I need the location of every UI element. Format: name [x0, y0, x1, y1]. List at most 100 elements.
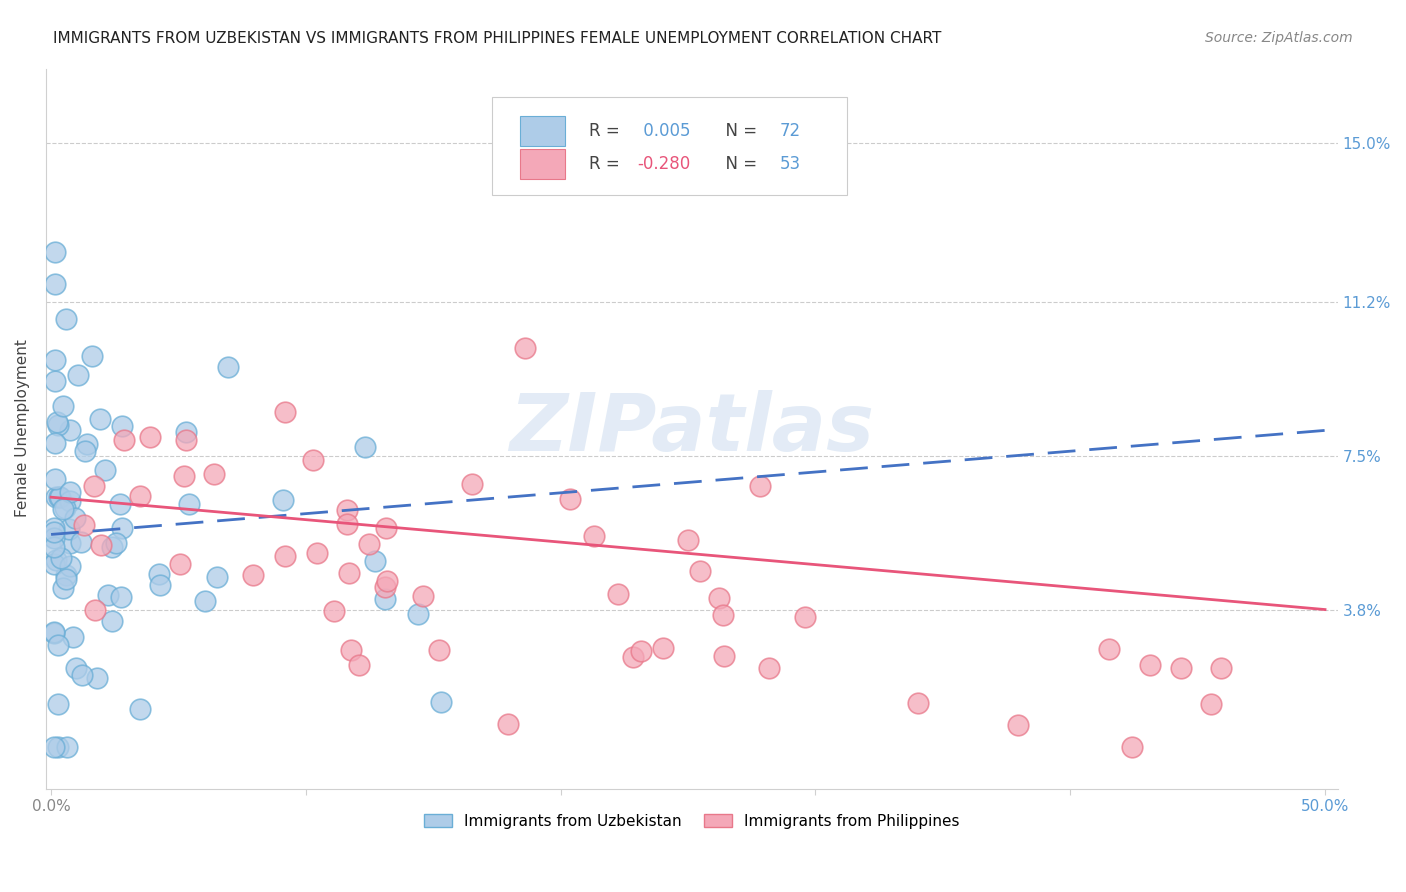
Point — [353, 440, 375, 454]
Point — [340, 643, 363, 657]
Point — [271, 493, 294, 508]
Point — [374, 592, 396, 607]
Point — [709, 591, 731, 606]
Point — [42, 739, 65, 754]
Point — [676, 533, 699, 548]
Point — [194, 593, 217, 607]
Point — [94, 463, 117, 477]
Point — [65, 661, 87, 675]
Text: R =: R = — [589, 155, 624, 173]
Point — [406, 607, 429, 621]
Point — [46, 697, 69, 711]
Text: -0.280: -0.280 — [637, 155, 690, 173]
Point — [83, 603, 105, 617]
Point — [52, 501, 75, 516]
Point — [583, 529, 606, 543]
Point — [148, 566, 170, 581]
Point — [322, 604, 344, 618]
Point — [242, 567, 264, 582]
Point — [55, 312, 77, 326]
Point — [652, 641, 675, 656]
Point — [70, 535, 93, 549]
Point — [48, 490, 70, 504]
Text: 72: 72 — [780, 122, 801, 140]
Point — [128, 702, 150, 716]
Point — [349, 658, 371, 673]
Text: N =: N = — [716, 155, 762, 173]
Point — [44, 352, 66, 367]
Point — [336, 503, 359, 517]
Point — [749, 479, 772, 493]
Point — [108, 497, 131, 511]
Point — [558, 492, 581, 507]
Point — [173, 468, 195, 483]
Point — [357, 537, 380, 551]
Point — [374, 580, 396, 594]
Point — [62, 630, 84, 644]
Point — [66, 368, 89, 383]
Point — [52, 581, 75, 595]
Point — [112, 433, 135, 447]
Point — [305, 546, 328, 560]
Text: 50.0%: 50.0% — [1301, 798, 1350, 814]
Point — [274, 549, 297, 563]
Point — [86, 671, 108, 685]
Text: N =: N = — [716, 122, 762, 140]
Point — [45, 553, 67, 567]
Point — [55, 567, 77, 582]
Point — [711, 607, 734, 622]
Point — [202, 467, 225, 481]
Point — [1098, 642, 1121, 657]
Text: ZIPatlas: ZIPatlas — [509, 390, 875, 467]
Point — [111, 520, 134, 534]
Point — [336, 517, 359, 532]
Text: R =: R = — [589, 122, 624, 140]
Point — [302, 453, 325, 467]
Point — [44, 472, 66, 486]
Point — [412, 589, 434, 603]
Point — [49, 550, 72, 565]
Point — [44, 244, 66, 259]
Point — [430, 695, 453, 709]
Point — [42, 531, 65, 545]
Point — [364, 554, 387, 568]
Point — [59, 536, 82, 550]
Point — [375, 574, 398, 588]
Point — [48, 418, 70, 433]
Point — [72, 668, 94, 682]
Point — [606, 587, 628, 601]
Point — [515, 341, 537, 355]
Point — [794, 610, 817, 624]
Point — [90, 538, 112, 552]
Point — [42, 626, 65, 640]
Point — [83, 478, 105, 492]
Point — [689, 564, 711, 578]
Point — [46, 638, 69, 652]
Point — [139, 430, 162, 444]
Point — [1170, 661, 1192, 675]
Point — [179, 497, 201, 511]
Text: IMMIGRANTS FROM UZBEKISTAN VS IMMIGRANTS FROM PHILIPPINES FEMALE UNEMPLOYMENT CO: IMMIGRANTS FROM UZBEKISTAN VS IMMIGRANTS… — [53, 31, 942, 46]
Point — [129, 490, 152, 504]
Point — [52, 399, 75, 413]
Point — [97, 588, 120, 602]
Point — [76, 437, 98, 451]
Point — [53, 501, 76, 516]
FancyBboxPatch shape — [492, 97, 846, 194]
Point — [337, 566, 360, 580]
Point — [149, 577, 172, 591]
Point — [58, 522, 80, 536]
Point — [49, 490, 72, 504]
Point — [427, 643, 450, 657]
Point — [169, 557, 191, 571]
Point — [1211, 661, 1233, 675]
Point — [73, 517, 96, 532]
Point — [46, 415, 69, 429]
Point — [42, 524, 65, 539]
Point — [42, 541, 65, 555]
Point — [713, 649, 735, 664]
Point — [1199, 697, 1222, 711]
Point — [42, 521, 65, 535]
Point — [89, 411, 111, 425]
Point — [1007, 718, 1029, 732]
